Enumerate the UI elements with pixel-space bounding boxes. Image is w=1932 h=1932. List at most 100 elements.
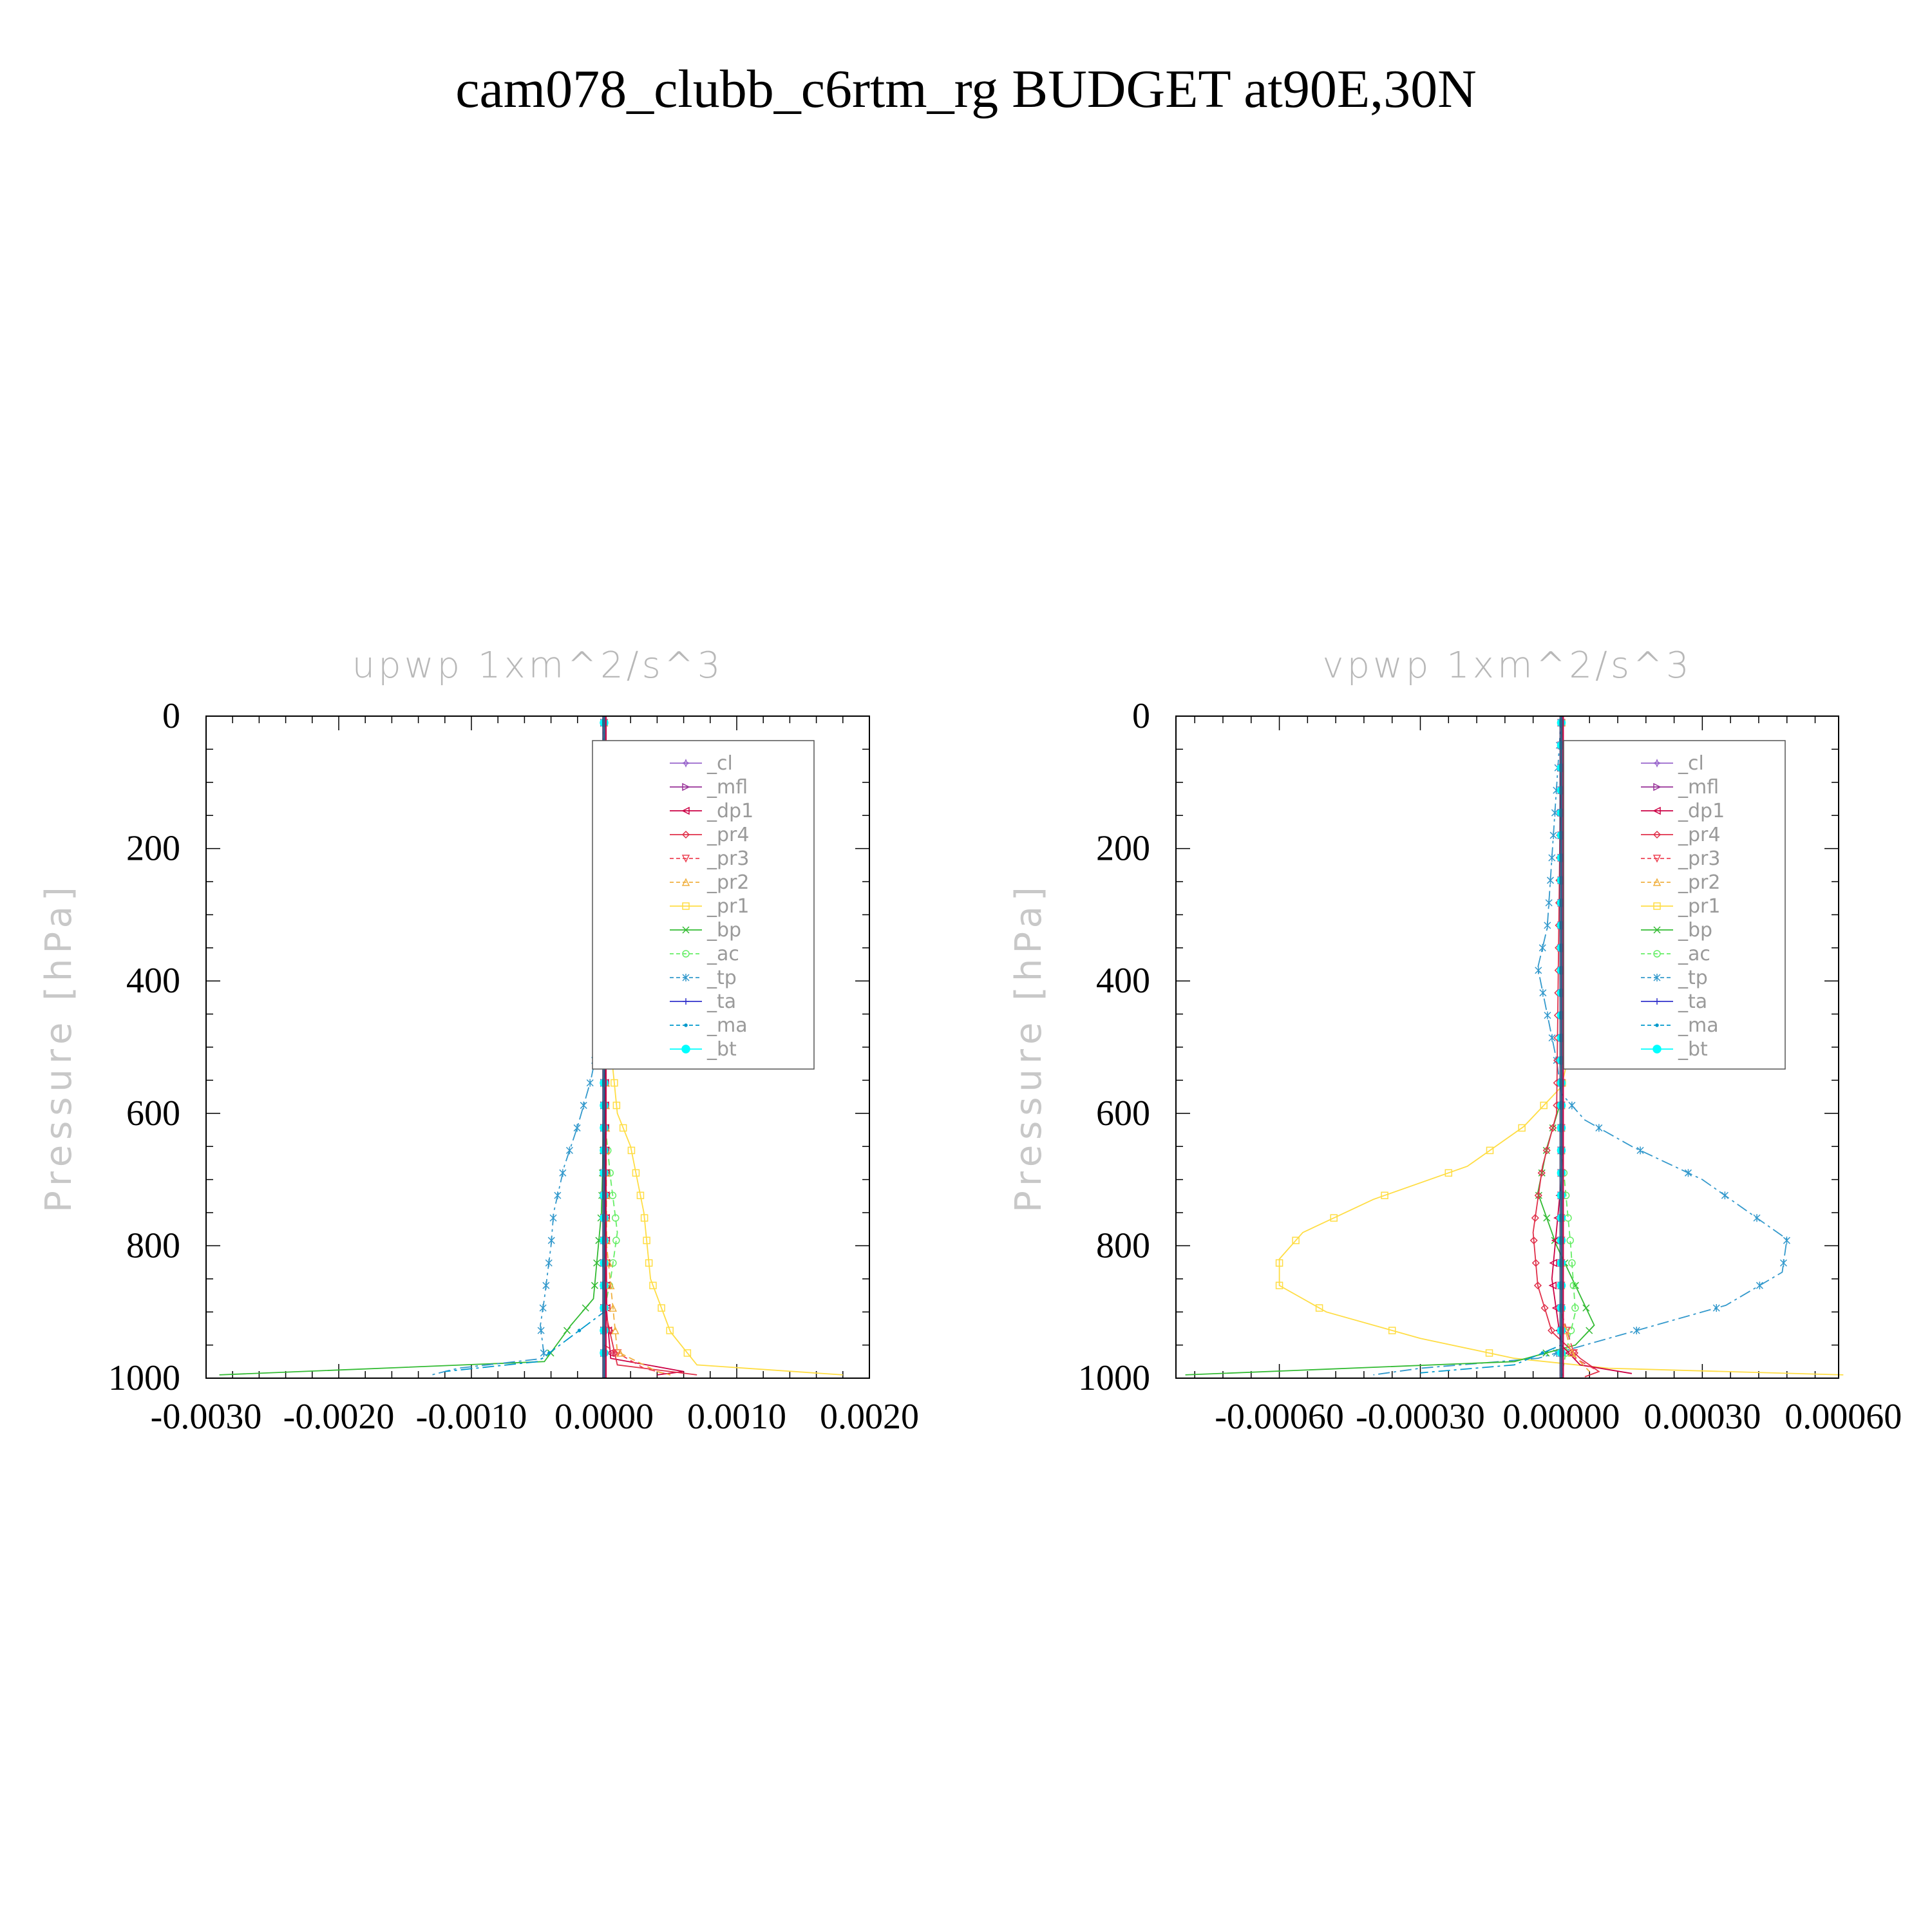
series-marker-pr1 [645,1259,653,1267]
series-marker-tp [1549,831,1557,840]
series-marker-tp [1712,1304,1720,1312]
legend-label-pr3: _pr3 [706,848,749,870]
y-tick-label: 800 [1096,1226,1150,1265]
series-marker-pr4 [1537,1169,1546,1177]
legend-label-pr3: _pr3 [1678,848,1720,870]
series-line-pr3 [1560,716,1600,1372]
y-tick-label: 600 [126,1094,180,1133]
subplot-title: upwp 1xm^2/s^3 [352,645,724,687]
legend-label-mfl: _mfl [706,776,748,799]
legend-marker-ma [684,1023,688,1027]
legend-marker-dp1 [1653,806,1661,815]
series-marker-ac [1571,1304,1579,1312]
series-marker-tp [1568,1101,1576,1110]
series-marker-pr1 [643,1236,650,1244]
legend-marker-cl [681,759,690,768]
legend-label-ac: _ac [706,943,739,965]
legend-marker-ma [1655,1023,1659,1027]
legend-label-bp: _bp [1678,919,1712,942]
series-marker-pr1 [1275,1259,1283,1267]
series-marker-ma [547,1351,551,1355]
series-marker-tp [1551,809,1558,817]
legend-label-pr2: _pr2 [706,871,749,894]
x-tick-label: -0.0030 [151,1397,262,1437]
series-marker-pr4 [1531,1259,1540,1267]
series-marker-bp [582,1304,589,1312]
legend-marker-bp [1653,926,1661,934]
legend-label-cl: _cl [1678,752,1704,775]
series-marker-ac [612,1214,620,1222]
legend-label-bt: _bt [1678,1038,1708,1061]
series-marker-ma [1540,1351,1544,1355]
series-marker-pr1 [666,1327,674,1334]
legend-marker-pr3 [1653,855,1662,863]
y-axis-label: Pressure [hPa] [1008,882,1050,1213]
y-tick-label: 400 [1096,961,1150,1001]
series-line-ma [1420,716,1562,1374]
series-marker-pr2 [607,1281,615,1289]
legend-marker-ac [1653,950,1661,958]
series-marker-tp [1545,898,1553,907]
series-marker-tp [559,1169,567,1177]
x-tick-label: 0.00000 [1502,1397,1620,1437]
series-marker-pr1 [1388,1327,1396,1334]
y-tick-label: 600 [1096,1094,1150,1133]
series-marker-pr2 [616,1349,624,1357]
x-tick-label: -0.00060 [1215,1397,1344,1437]
series-marker-ac [1569,1282,1578,1289]
series-marker-tp [545,1259,553,1267]
series-marker-pr1 [1275,1282,1283,1289]
legend-marker-pr4 [681,830,690,839]
legend-label-pr1: _pr1 [1678,895,1720,918]
legend: _cl_mfl_dp1_pr4_pr3_pr2_pr1_bp_ac_tp_ta_… [592,740,815,1070]
series-marker-dp1 [1548,1281,1557,1290]
series-marker-pr4 [1533,1282,1542,1290]
x-tick-label: 0.0010 [687,1397,786,1437]
series-marker-pr1 [1315,1304,1323,1312]
series-marker-tp [580,1101,587,1110]
series-marker-pr1 [649,1282,657,1289]
legend-marker-bt [681,1045,690,1054]
series-marker-ma [577,1329,582,1332]
x-tick-label: 0.0020 [820,1397,919,1437]
legend-label-mfl: _mfl [1678,776,1719,799]
series-marker-pr1 [683,1349,692,1357]
y-tick-label: 0 [1132,696,1150,736]
y-tick-label: 200 [126,829,180,869]
y-tick-label: 400 [126,961,180,1001]
y-tick-label: 800 [126,1226,180,1265]
series-marker-tp [1636,1146,1644,1155]
series-marker-pr1 [1518,1124,1526,1132]
series-marker-dp1 [1549,1258,1557,1267]
series-marker-bp [593,1259,601,1267]
legend-marker-pr3 [681,855,690,863]
series-marker-tp [1753,1214,1761,1222]
series-line-pr2 [1560,716,1590,1372]
legend-marker-pr2 [681,878,690,886]
series-tp [431,715,608,1376]
series-marker-tp [573,1124,581,1132]
series-marker-tp [1544,1011,1551,1019]
series-marker-pr1 [627,1146,636,1155]
series-marker-pr1 [1292,1236,1300,1244]
legend-label-dp1: _dp1 [1678,800,1725,822]
series-marker-pr2 [609,1303,618,1312]
series-marker-pr1 [636,1191,645,1200]
series-marker-tp [554,1191,562,1200]
series-marker-tp [1756,1282,1763,1290]
series-marker-tp [586,1079,594,1087]
series-marker-pr3 [1569,1349,1578,1358]
series-marker-tp [1546,876,1554,884]
legend-marker-ta [1654,998,1660,1005]
plot-frame [205,715,870,1379]
y-axis-label: Pressure [hPa] [38,882,80,1213]
x-tick-label: -0.0010 [416,1397,527,1437]
legend-label-ta: _ta [706,990,736,1013]
x-tick-label: -0.0020 [283,1397,395,1437]
x-tick-label: 0.00030 [1643,1397,1761,1437]
series-marker-pr4 [1534,1191,1542,1200]
series-marker-tp [1539,989,1547,997]
series-marker-ac [1566,1236,1574,1244]
series-marker-pr4 [1542,1146,1551,1155]
